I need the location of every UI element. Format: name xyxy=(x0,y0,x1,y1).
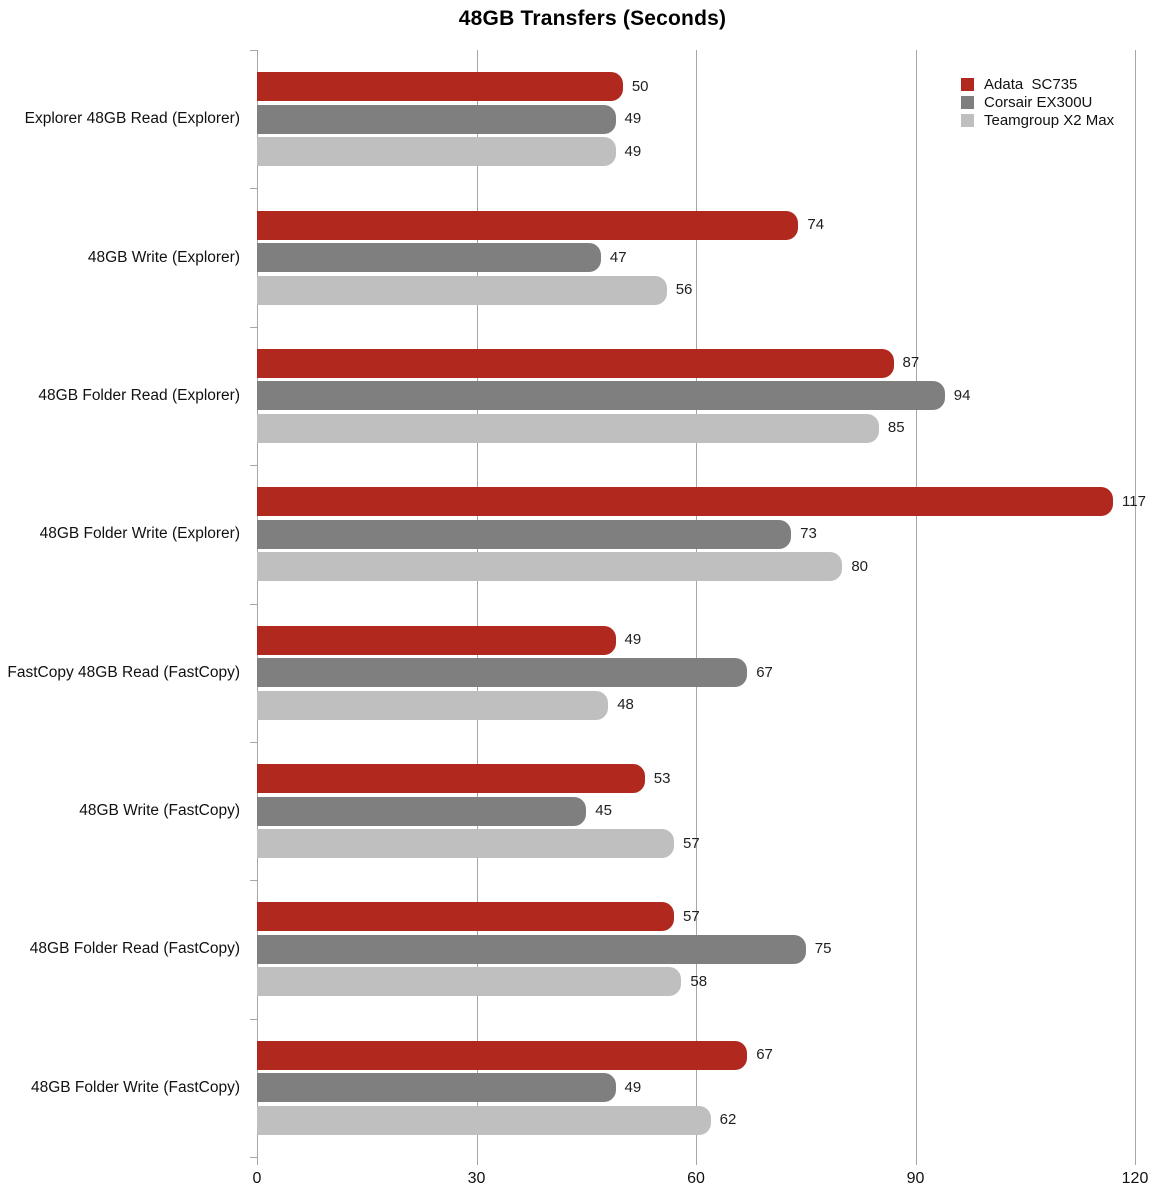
y-axis-tick xyxy=(250,50,257,51)
category-label: 48GB Folder Read (FastCopy) xyxy=(29,940,240,958)
bar-adata-4 xyxy=(257,625,616,655)
value-label: 49 xyxy=(624,631,642,649)
x-tick-label: 120 xyxy=(1121,1170,1149,1187)
legend-swatch-corsair-ex300u xyxy=(961,95,974,109)
bar-corsair-5 xyxy=(257,796,587,826)
value-label: 87 xyxy=(902,354,920,372)
bar-adata-2 xyxy=(257,348,894,378)
value-label: 49 xyxy=(624,142,642,160)
legend-swatch-teamgroup-x2-max xyxy=(961,113,974,127)
value-label: 73 xyxy=(800,525,817,543)
category-label: 48GB Folder Read (Explorer) xyxy=(38,386,240,404)
category-label: 48GB Folder Write (FastCopy) xyxy=(30,1078,240,1096)
value-label: 56 xyxy=(675,281,693,299)
bar-teamgroup-3 xyxy=(257,552,843,582)
bar-teamgroup-7 xyxy=(257,1105,711,1135)
value-label: 57 xyxy=(683,907,700,925)
x-tick-label: 0 xyxy=(252,1170,262,1187)
category-label: 48GB Write (Explorer) xyxy=(87,248,240,266)
legend-swatch-adata-sc735 xyxy=(961,77,974,91)
legend-item-adata-sc735: Adata SC735 xyxy=(961,75,1114,93)
bar-teamgroup-2 xyxy=(257,413,879,443)
bar-teamgroup-4 xyxy=(257,690,609,720)
gridline xyxy=(1135,50,1136,1157)
x-tick-label: 60 xyxy=(687,1170,705,1187)
y-axis-tick xyxy=(250,188,257,190)
gridline xyxy=(476,50,478,1157)
legend-label-corsair-ex300u: Corsair EX300U xyxy=(984,93,1093,111)
value-label: 94 xyxy=(953,386,971,404)
value-label: 47 xyxy=(609,248,627,266)
x-axis-tick xyxy=(476,1157,478,1165)
bar-adata-1 xyxy=(257,210,799,240)
bar-corsair-0 xyxy=(257,104,616,134)
bar-teamgroup-0 xyxy=(257,137,616,167)
y-axis-tick xyxy=(250,1157,257,1158)
y-axis-tick xyxy=(250,326,257,328)
category-label: 48GB Folder Write (Explorer) xyxy=(39,525,240,543)
bar-corsair-1 xyxy=(257,243,601,273)
x-axis-tick xyxy=(1135,1157,1136,1165)
value-label: 49 xyxy=(624,110,642,128)
x-axis-tick xyxy=(915,1157,917,1165)
value-label: 53 xyxy=(653,769,671,787)
value-label: 62 xyxy=(719,1111,737,1129)
y-axis-tick xyxy=(250,1018,257,1020)
value-label: 74 xyxy=(807,216,825,234)
value-label: 48 xyxy=(617,696,634,714)
legend-item-teamgroup-x2-max: Teamgroup X2 Max xyxy=(961,111,1114,129)
legend-label-adata-sc735: Adata SC735 xyxy=(984,75,1078,93)
value-label: 80 xyxy=(851,557,869,575)
x-axis-tick xyxy=(257,1157,258,1165)
x-tick-label: 30 xyxy=(467,1170,486,1187)
bar-corsair-7 xyxy=(257,1073,616,1103)
legend: Adata SC735 Corsair EX300U Teamgroup X2 … xyxy=(961,75,1114,129)
bar-teamgroup-1 xyxy=(257,275,667,305)
x-tick-label: 90 xyxy=(906,1170,925,1187)
value-label: 85 xyxy=(887,419,905,437)
legend-label-teamgroup-x2-max: Teamgroup X2 Max xyxy=(984,111,1115,129)
value-label: 58 xyxy=(690,972,708,990)
bar-teamgroup-5 xyxy=(257,829,675,859)
y-axis-tick xyxy=(250,880,257,882)
y-axis-line xyxy=(257,50,258,1157)
value-label: 67 xyxy=(756,663,773,681)
category-label: FastCopy 48GB Read (FastCopy) xyxy=(7,663,240,681)
category-label: 48GB Write (FastCopy) xyxy=(79,802,240,820)
value-label: 57 xyxy=(683,834,700,852)
y-axis-tick xyxy=(250,603,257,605)
category-label: Explorer 48GB Read (Explorer) xyxy=(24,110,240,128)
y-axis-tick xyxy=(250,741,257,743)
gridline xyxy=(696,50,697,1157)
bar-corsair-3 xyxy=(257,519,792,549)
y-axis-tick xyxy=(250,465,257,467)
value-label: 45 xyxy=(595,802,612,820)
value-label: 49 xyxy=(624,1078,642,1096)
bar-adata-5 xyxy=(257,764,645,794)
legend-item-corsair-ex300u: Corsair EX300U xyxy=(961,93,1114,111)
value-label: 67 xyxy=(756,1046,773,1064)
bar-adata-6 xyxy=(257,902,675,932)
bar-corsair-4 xyxy=(257,658,748,688)
value-label: 117 xyxy=(1122,492,1146,510)
value-label: 50 xyxy=(631,77,649,95)
chart-title: 48GB Transfers (Seconds) xyxy=(458,7,727,30)
bar-corsair-2 xyxy=(257,381,945,411)
bar-corsair-6 xyxy=(257,934,806,964)
bar-teamgroup-6 xyxy=(257,967,682,997)
bar-adata-7 xyxy=(257,1040,748,1070)
gridline xyxy=(915,50,917,1157)
bar-adata-3 xyxy=(257,487,1114,517)
x-axis-tick xyxy=(696,1157,697,1165)
bar-adata-0 xyxy=(257,72,623,102)
value-label: 75 xyxy=(814,940,832,958)
